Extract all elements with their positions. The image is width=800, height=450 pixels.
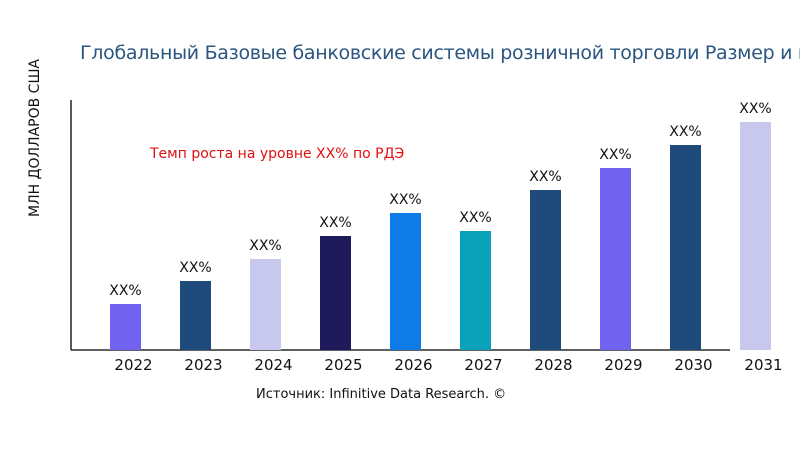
bar-2027 [460, 231, 491, 350]
chart-title: Глобальный Базовые банковские системы ро… [80, 42, 800, 64]
x-tick-2029: 2029 [604, 356, 642, 374]
x-tick-2031: 2031 [744, 356, 782, 374]
x-tick-2024: 2024 [254, 356, 292, 374]
bar-2023 [180, 281, 211, 350]
data-label-2023: XX% [179, 260, 211, 276]
data-label-2028: XX% [529, 169, 561, 185]
source-note: Источник: Infinitive Data Research. © [256, 387, 507, 402]
data-label-2030: XX% [669, 124, 701, 140]
bar-2028 [530, 190, 561, 350]
data-label-2026: XX% [389, 192, 421, 208]
data-label-2025: XX% [319, 215, 351, 231]
data-label-2022: XX% [109, 283, 141, 299]
bar-2022 [110, 304, 141, 350]
x-tick-2026: 2026 [394, 356, 432, 374]
x-tick-2027: 2027 [464, 356, 502, 374]
bar-2031 [740, 122, 771, 350]
x-tick-2025: 2025 [324, 356, 362, 374]
bar-2029 [600, 168, 631, 350]
x-tick-2028: 2028 [534, 356, 572, 374]
data-label-2024: XX% [249, 238, 281, 254]
data-label-2029: XX% [599, 147, 631, 163]
growth-annotation: Темп роста на уровне XX% по РДЭ [150, 146, 405, 162]
bar-2030 [670, 145, 701, 350]
bar-2025 [320, 236, 351, 350]
data-label-2031: XX% [739, 101, 771, 117]
bar-2024 [250, 259, 281, 350]
x-tick-2023: 2023 [184, 356, 222, 374]
x-tick-2030: 2030 [674, 356, 712, 374]
data-label-2027: XX% [459, 210, 491, 226]
x-tick-2022: 2022 [114, 356, 152, 374]
bar-2026 [390, 213, 421, 350]
